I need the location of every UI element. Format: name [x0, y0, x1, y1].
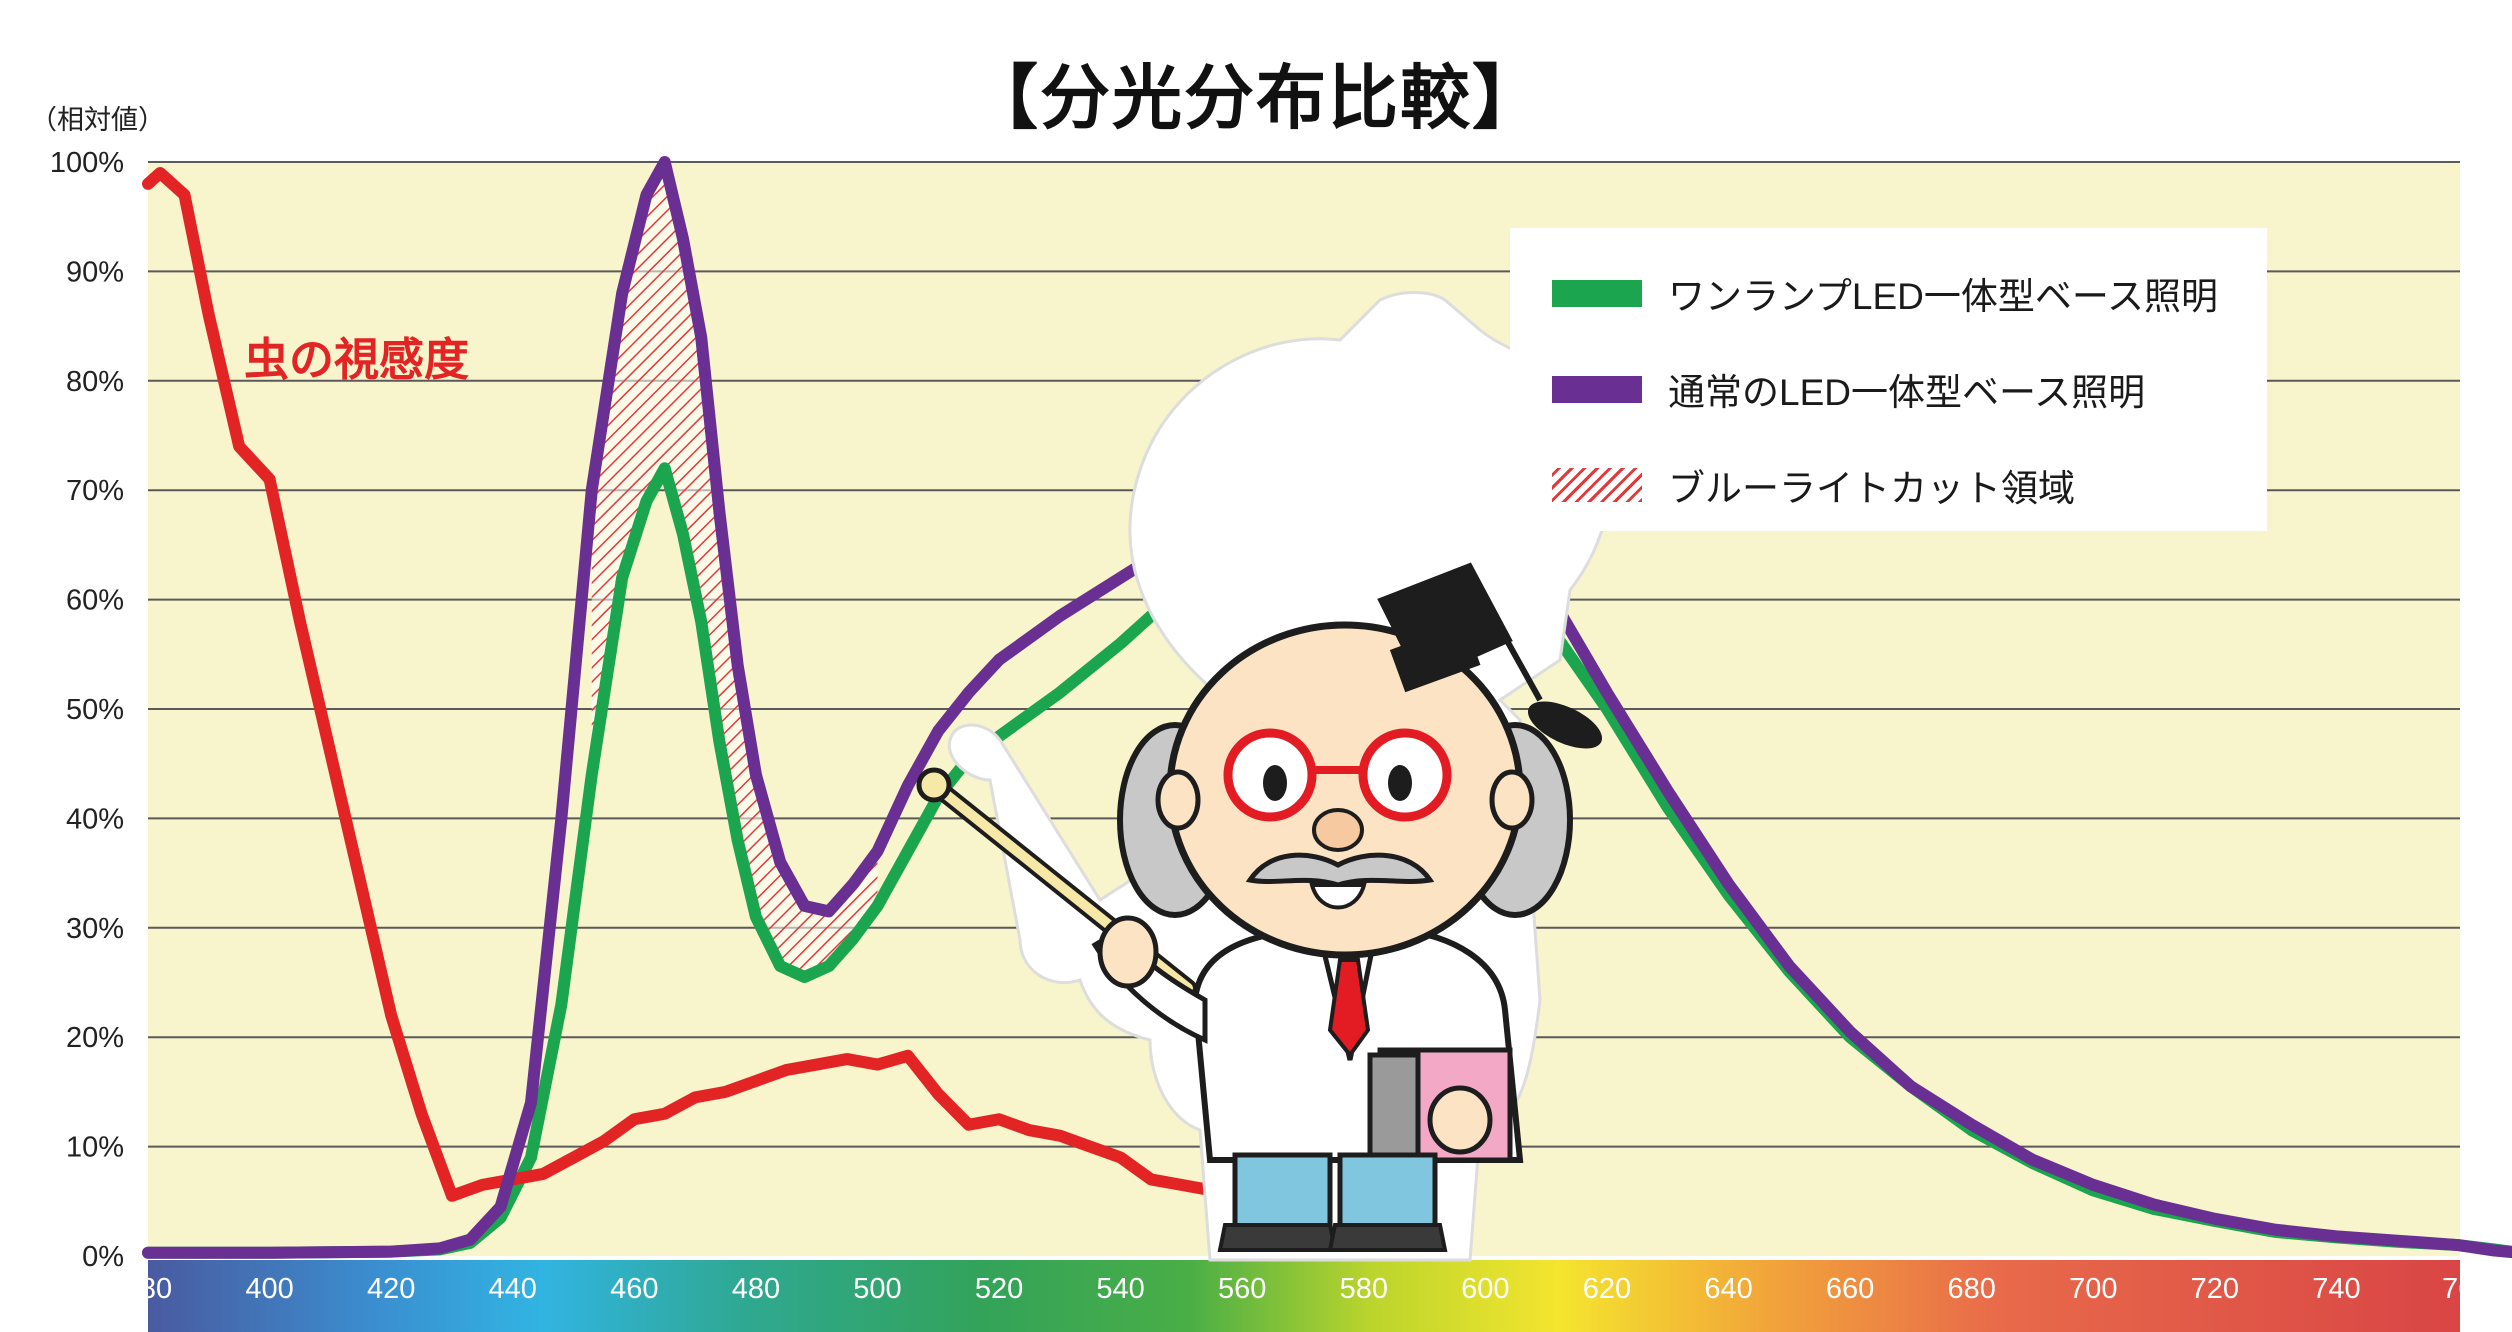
- y-tick-label: 40%: [66, 803, 124, 835]
- x-tick-label: 740: [2312, 1273, 2360, 1305]
- x-tick-label: 440: [489, 1273, 537, 1305]
- x-tick-label: 640: [1704, 1273, 1752, 1305]
- y-axis-ticks: 0% 10% 20% 30% 40% 50% 60% 70% 80% 90% 100%: [50, 147, 124, 1273]
- legend-item-green: ワンランプLED一体型ベース照明: [1552, 268, 2218, 318]
- chart-title: 【分光分布比較】: [968, 59, 1544, 137]
- legend-swatch-green: [1552, 279, 1642, 307]
- legend-label-green: ワンランプLED一体型ベース照明: [1668, 276, 2219, 317]
- x-tick-label: 540: [1096, 1273, 1144, 1305]
- insect-visibility-label: 虫の視感度: [244, 334, 470, 385]
- x-tick-label: 480: [732, 1273, 780, 1305]
- legend-swatch-purple: [1552, 375, 1642, 403]
- professor-mascot-illustration: [916, 291, 1616, 1262]
- x-tick-label: 420: [367, 1273, 415, 1305]
- x-tick-label: 400: [245, 1273, 293, 1305]
- x-tick-label: 380: [124, 1273, 172, 1305]
- legend-item-purple: 通常のLED一体型ベース照明: [1552, 364, 2145, 414]
- legend-label-hatch: ブルーライトカット領域: [1668, 468, 2075, 509]
- y-tick-label: 70%: [66, 475, 124, 507]
- y-tick-label: 20%: [66, 1022, 124, 1054]
- y-tick-label: 60%: [66, 585, 124, 617]
- x-tick-label: 620: [1583, 1273, 1631, 1305]
- x-tick-label: 580: [1340, 1273, 1388, 1305]
- x-tick-label: 460: [610, 1273, 658, 1305]
- x-tick-label: 500: [853, 1273, 901, 1305]
- x-tick-label: 700: [2069, 1273, 2117, 1305]
- x-tick-label: 520: [975, 1273, 1023, 1305]
- series-line-insect-visibility: [142, 166, 1328, 1259]
- y-axis-unit-label: （相対値）: [30, 105, 165, 135]
- x-axis-ticks: 380 400 420 440 460 480 500 520 540 560 580 600 620 6…: [124, 1273, 2512, 1305]
- x-tick-label: 680: [1947, 1273, 1995, 1305]
- x-tick-label: 660: [1826, 1273, 1874, 1305]
- y-tick-label: 30%: [66, 913, 124, 945]
- x-tick-label: 720: [2191, 1273, 2239, 1305]
- y-tick-label: 100%: [50, 147, 124, 179]
- x-tick-label: 760nm: [2442, 1273, 2512, 1305]
- x-tick-label: 600: [1461, 1273, 1509, 1305]
- spectrum-color-bar: [148, 1260, 2460, 1332]
- y-tick-label: 0%: [82, 1241, 124, 1273]
- legend-item-hatch: ブルーライトカット領域: [1552, 460, 2075, 510]
- y-tick-label: 80%: [66, 366, 124, 398]
- y-tick-label: 10%: [66, 1132, 124, 1164]
- legend: ワンランプLED一体型ベース照明 通常のLED一体型ベース照明 ブルーライトカッ…: [1510, 228, 2267, 531]
- series-line-standard-led: [142, 156, 2512, 1259]
- legend-swatch-hatch: [1552, 468, 1642, 502]
- x-tick-label: 560: [1218, 1273, 1266, 1305]
- blue-light-cut-region: [591, 162, 878, 978]
- legend-label-purple: 通常のLED一体型ベース照明: [1668, 372, 2146, 413]
- y-tick-label: 50%: [66, 694, 124, 726]
- y-tick-label: 90%: [66, 256, 124, 288]
- series-lines: [142, 156, 2512, 1259]
